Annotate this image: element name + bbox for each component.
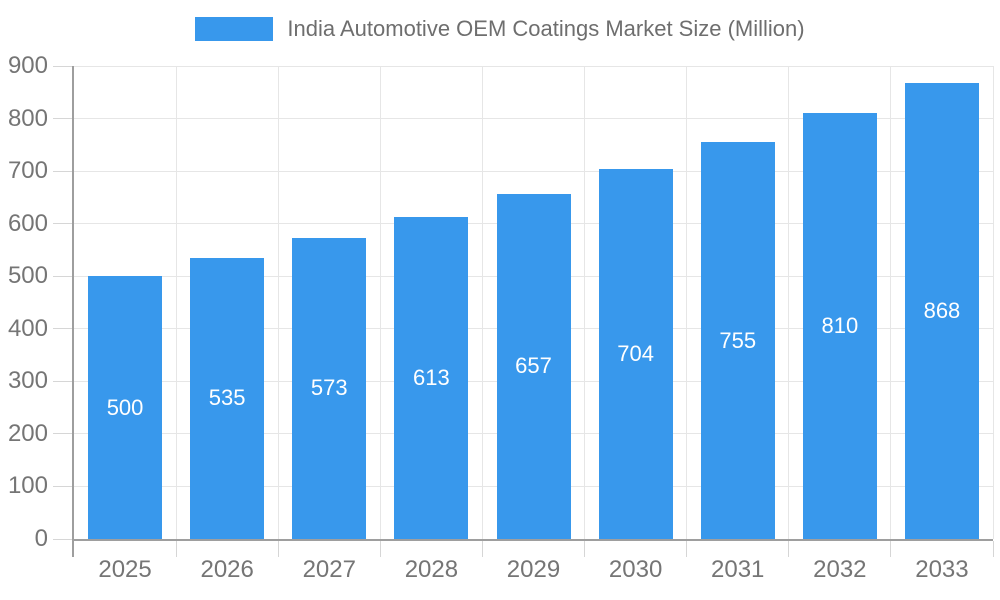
legend-item[interactable]: India Automotive OEM Coatings Market Siz… (0, 16, 1000, 42)
bar-value-label: 573 (310, 375, 348, 401)
bar-value-label: 535 (208, 385, 246, 411)
x-axis-tick (481, 541, 483, 557)
gridline-horizontal (74, 170, 993, 172)
bar-2025[interactable]: 500 (88, 276, 163, 539)
bar-value-label: 868 (923, 297, 961, 323)
x-axis-label: 2033 (915, 556, 969, 583)
x-axis-label: 2028 (404, 556, 459, 583)
y-axis-label: 500 (7, 262, 48, 290)
gridline-vertical (277, 66, 279, 539)
bar-2026[interactable]: 535 (190, 257, 265, 539)
gridline-horizontal (74, 65, 993, 67)
y-axis-tick (53, 328, 73, 330)
y-axis-tick (53, 485, 73, 487)
bar-2032[interactable]: 810 (802, 113, 877, 539)
bar-2027[interactable]: 573 (292, 237, 367, 539)
x-axis-tick (379, 541, 381, 557)
y-axis-label: 400 (7, 314, 48, 342)
bar-value-label: 613 (413, 364, 450, 390)
bar-value-label: 704 (617, 340, 654, 366)
gridline-vertical (481, 66, 483, 539)
bar-2031[interactable]: 755 (700, 142, 775, 539)
x-axis-tick (277, 541, 279, 557)
y-axis-tick (53, 380, 73, 382)
y-axis-label: 0 (34, 525, 48, 552)
x-axis-line (72, 539, 993, 541)
bar-2030[interactable]: 704 (598, 169, 673, 539)
bar-value-label: 500 (106, 394, 144, 420)
y-axis-tick (53, 538, 73, 540)
y-axis-label: 600 (7, 209, 48, 237)
gridline-horizontal (74, 118, 993, 120)
y-axis-tick (53, 170, 73, 172)
gridline-vertical (686, 66, 688, 539)
y-axis-tick (53, 275, 73, 277)
gridline-vertical (379, 66, 381, 539)
bar-value-label: 755 (719, 327, 757, 353)
x-axis-label: 2030 (608, 556, 663, 583)
y-axis-tick (53, 223, 73, 225)
bar-2029[interactable]: 657 (496, 193, 571, 539)
x-axis-label: 2026 (200, 556, 254, 583)
gridline-vertical (788, 66, 790, 539)
x-axis-tick (686, 541, 688, 557)
legend-swatch (195, 17, 274, 41)
y-axis-label: 900 (7, 52, 48, 79)
chart-title: India Automotive OEM Coatings Market Siz… (287, 16, 805, 41)
x-axis-tick (175, 541, 177, 557)
y-axis-label: 800 (7, 104, 48, 132)
x-axis-label: 2027 (302, 556, 356, 583)
bar-value-label: 657 (515, 353, 552, 379)
gridline-vertical (992, 66, 994, 539)
gridline-vertical (890, 66, 892, 539)
bar-2033[interactable]: 868 (904, 82, 979, 539)
x-axis-label: 2031 (711, 556, 765, 583)
y-axis-label: 200 (7, 419, 48, 447)
y-axis-label: 100 (7, 472, 48, 500)
gridline-vertical (175, 66, 177, 539)
bar-value-label: 810 (821, 313, 859, 339)
y-axis-tick (53, 433, 73, 435)
x-axis-label: 2032 (813, 556, 867, 583)
y-axis-line (72, 66, 74, 557)
y-axis-tick (53, 65, 73, 67)
x-axis-label: 2029 (506, 556, 561, 583)
x-axis-tick (890, 541, 892, 557)
y-axis-label: 300 (7, 367, 48, 395)
x-axis-tick (584, 541, 586, 557)
bar-2028[interactable]: 613 (394, 216, 469, 539)
y-axis-label: 700 (7, 157, 48, 185)
x-axis-tick (788, 541, 790, 557)
x-axis-tick (992, 541, 994, 557)
x-axis-label: 2025 (98, 556, 152, 583)
gridline-vertical (584, 66, 586, 539)
y-axis-tick (53, 118, 73, 120)
